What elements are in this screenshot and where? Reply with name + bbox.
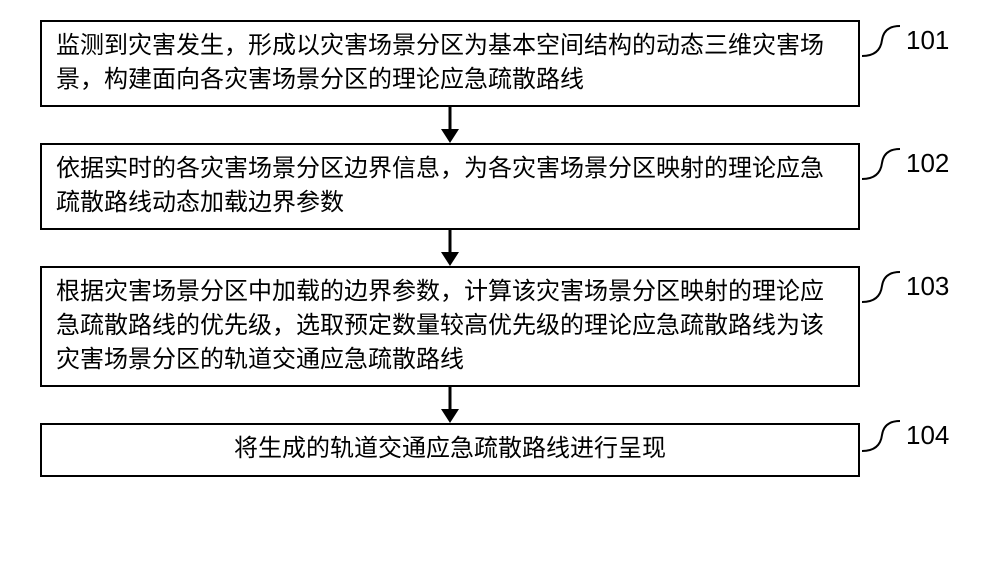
arrow-down-icon [435, 387, 465, 423]
flow-box-104: 将生成的轨道交通应急疏散路线进行呈现 [40, 423, 860, 477]
step-row-104: 将生成的轨道交通应急疏散路线进行呈现 104 [20, 423, 980, 477]
label-wrap-102: 102 [862, 143, 949, 183]
flow-box-101: 监测到灾害发生，形成以灾害场景分区为基本空间结构的动态三维灾害场景，构建面向各灾… [40, 20, 860, 107]
arrow-wrap-2-3 [40, 230, 860, 266]
label-wrap-103: 103 [862, 266, 949, 306]
connector-curve-104 [862, 415, 902, 455]
flow-text-102: 依据实时的各灾害场景分区边界信息，为各灾害场景分区映射的理论应急疏散路线动态加载… [56, 153, 844, 220]
arrow-down-icon [435, 107, 465, 143]
step-label-102: 102 [906, 148, 949, 179]
step-label-103: 103 [906, 271, 949, 302]
label-wrap-104: 104 [862, 415, 949, 455]
step-row-101: 监测到灾害发生，形成以灾害场景分区为基本空间结构的动态三维灾害场景，构建面向各灾… [20, 20, 980, 107]
flow-text-104: 将生成的轨道交通应急疏散路线进行呈现 [56, 433, 844, 467]
arrow-wrap-1-2 [40, 107, 860, 143]
label-wrap-101: 101 [862, 20, 949, 60]
connector-curve-101 [862, 20, 902, 60]
step-row-102: 依据实时的各灾害场景分区边界信息，为各灾害场景分区映射的理论应急疏散路线动态加载… [20, 143, 980, 230]
connector-curve-102 [862, 143, 902, 183]
step-row-103: 根据灾害场景分区中加载的边界参数，计算该灾害场景分区映射的理论应急疏散路线的优先… [20, 266, 980, 387]
arrow-wrap-3-4 [40, 387, 860, 423]
flow-text-101: 监测到灾害发生，形成以灾害场景分区为基本空间结构的动态三维灾害场景，构建面向各灾… [56, 30, 844, 97]
flow-text-103: 根据灾害场景分区中加载的边界参数，计算该灾害场景分区映射的理论应急疏散路线的优先… [56, 276, 844, 377]
step-label-101: 101 [906, 25, 949, 56]
step-label-104: 104 [906, 420, 949, 451]
flowchart-container: 监测到灾害发生，形成以灾害场景分区为基本空间结构的动态三维灾害场景，构建面向各灾… [20, 20, 980, 477]
arrow-down-icon [435, 230, 465, 266]
flow-box-103: 根据灾害场景分区中加载的边界参数，计算该灾害场景分区映射的理论应急疏散路线的优先… [40, 266, 860, 387]
flow-box-102: 依据实时的各灾害场景分区边界信息，为各灾害场景分区映射的理论应急疏散路线动态加载… [40, 143, 860, 230]
connector-curve-103 [862, 266, 902, 306]
